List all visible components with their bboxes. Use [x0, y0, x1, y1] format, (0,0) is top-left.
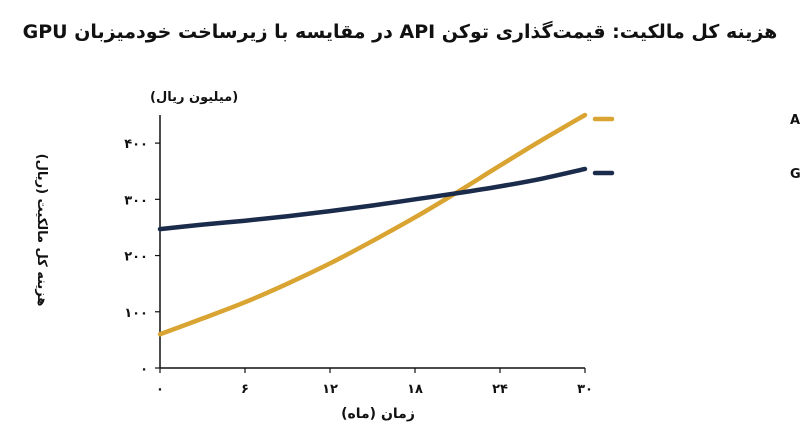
x-tick-label: ۰: [156, 382, 164, 397]
y-axis-unit: (میلیون ریال): [150, 90, 238, 105]
series-line-0: [157, 112, 588, 337]
y-axis-label: هزینه کل مالکیت (ریال): [34, 154, 49, 307]
legend: قیمت‌گذاری توکن API زیرساخت خودمیزبان GPU: [592, 112, 800, 182]
y-tick-label: ۴۰۰: [124, 137, 148, 152]
legend-label-0: قیمت‌گذاری توکن API: [790, 112, 800, 128]
x-tick-label: ۱۲: [322, 382, 338, 397]
x-tick-label: ۲۴: [492, 382, 508, 397]
chart-title: هزینه کل مالکیت: قیمت‌گذاری توکن API در …: [23, 20, 778, 43]
y-ticks: ۰ ۱۰۰ ۲۰۰ ۳۰۰ ۴۰۰: [124, 137, 160, 377]
axes: [159, 115, 585, 369]
y-tick-label: ۳۰۰: [124, 193, 148, 208]
x-tick-label: ۳۰: [577, 382, 593, 397]
x-axis-label: زمان (ماه): [341, 406, 415, 422]
x-ticks: ۰ ۶ ۱۲ ۱۸ ۲۴ ۳۰: [156, 368, 593, 397]
legend-label-1: زیرساخت خودمیزبان GPU: [790, 167, 800, 182]
y-tick-label: ۱۰۰: [124, 306, 148, 321]
y-tick-label: ۰: [140, 362, 148, 377]
series-lines: [157, 112, 588, 337]
x-tick-label: ۶: [241, 382, 249, 397]
y-tick-label: ۲۰۰: [124, 250, 148, 265]
series-line-1: [157, 166, 588, 232]
x-tick-label: ۱۸: [407, 382, 423, 397]
